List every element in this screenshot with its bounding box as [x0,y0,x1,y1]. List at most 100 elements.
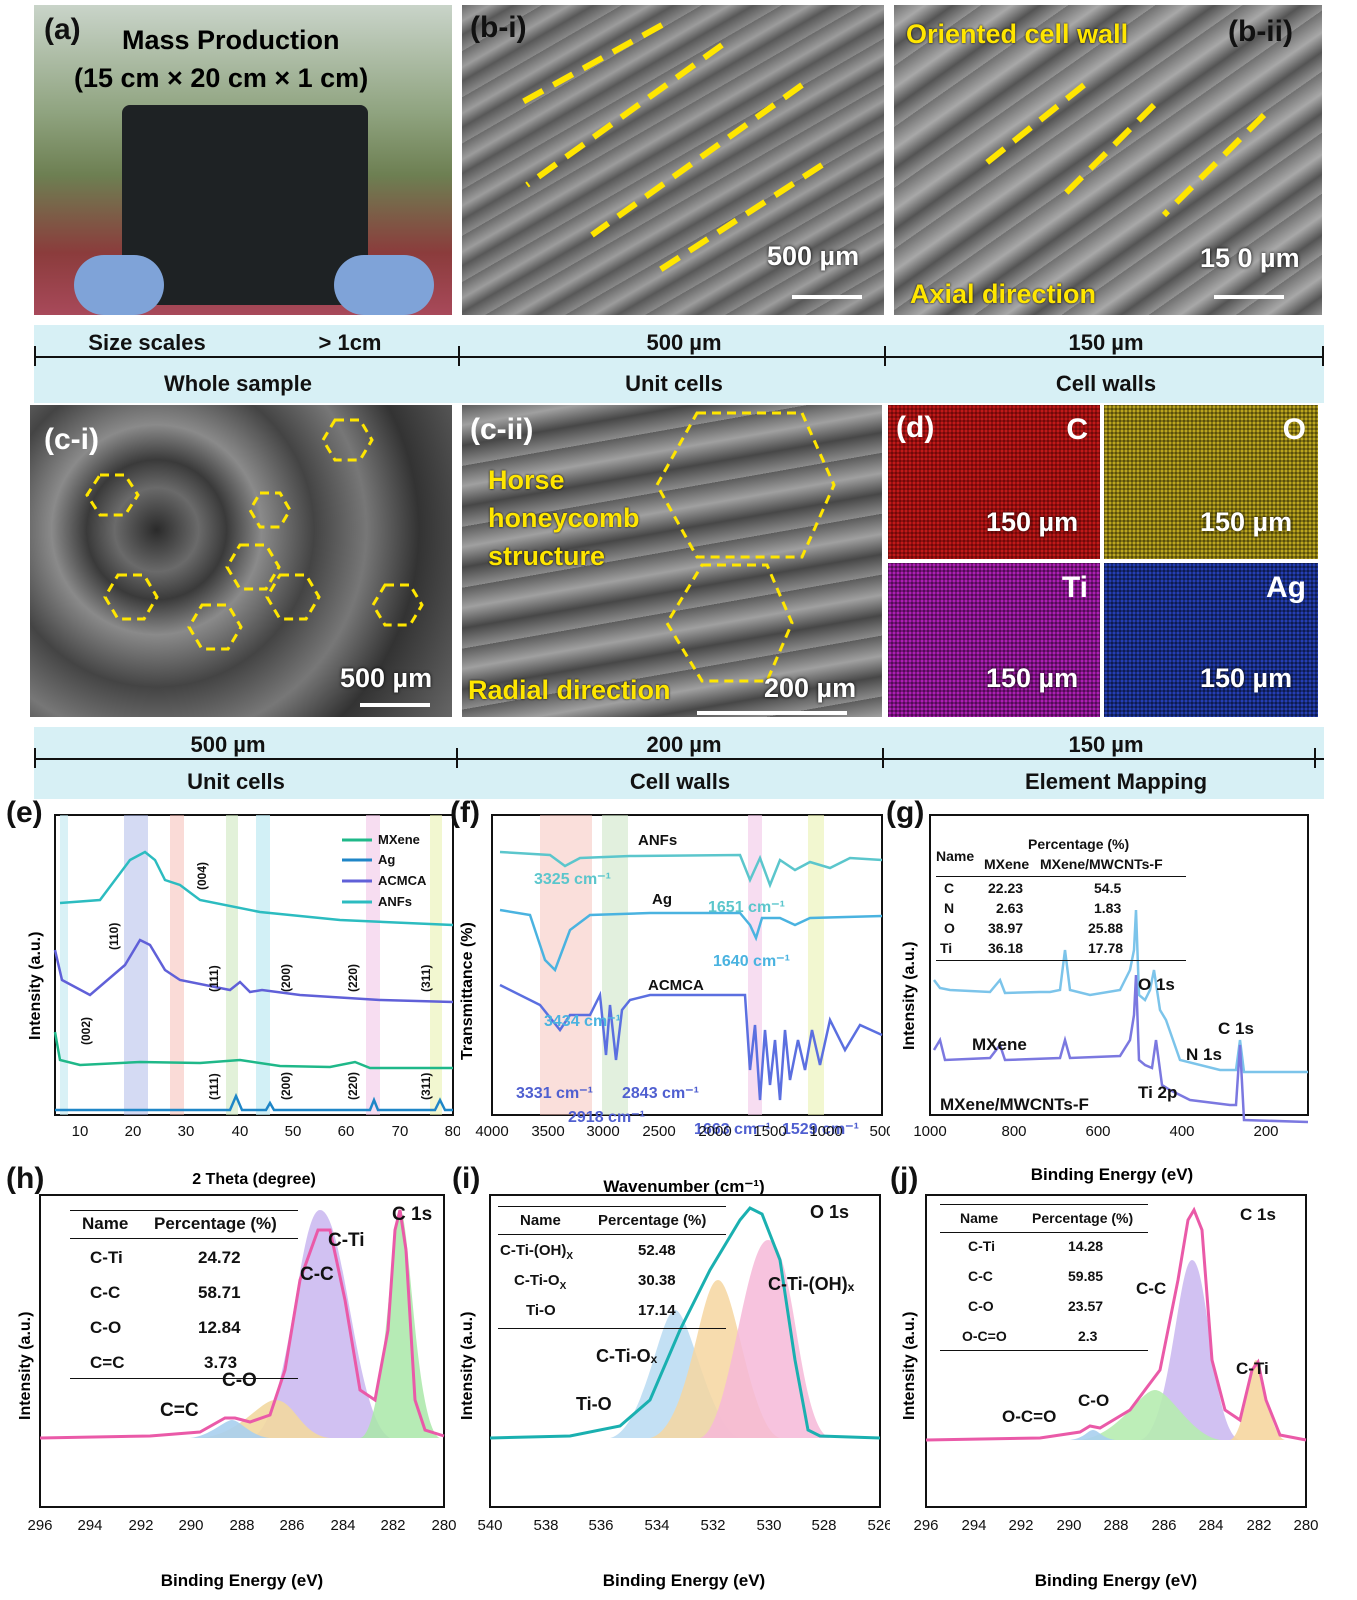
chart-f-band-2 [602,815,628,1115]
chart-f-ann-2918: 2918 cm⁻¹ [568,1109,645,1126]
svg-text:280: 280 [1293,1517,1318,1534]
ruler-1-tick-left [34,346,36,366]
glove-right [334,255,434,315]
chart-e-band-6 [366,815,380,1115]
map-ti-bg [888,563,1100,717]
chart-e-frame [54,814,454,1116]
panel-j-label: (j) [890,1162,919,1195]
chart-g-ann-o1s: O 1s [1138,975,1175,994]
b-ii-scale-bar [1214,295,1284,299]
table-j-r3-val: 2.3 [1078,1328,1098,1344]
b-ii-arrows [982,82,1267,218]
svg-text:50: 50 [285,1123,302,1140]
panel-e-label: (e) [6,796,43,829]
svg-text:200: 200 [1253,1123,1278,1140]
chart-e-legend-mxene: MXene [378,832,420,847]
chart-i-label-ctiohx: C-Ti-(OH)ₓ [768,1274,855,1294]
b-i-arrows [515,22,824,278]
chart-e-band-5 [256,815,270,1115]
chart-e: MXene Ag ACMCA ANFs (004) (110) (111) (2… [27,814,460,1188]
table-h-r0-val: 24.72 [198,1248,241,1267]
panel-a-label: (a) [44,13,81,46]
table-g-col1: MXene [984,856,1030,872]
svg-text:530: 530 [756,1517,781,1534]
chart-i-label-ctiox: C-Ti-Oₓ [596,1346,658,1366]
svg-text:286: 286 [279,1517,304,1534]
chart-h-label-cc: C-C [300,1264,334,1285]
svg-text:540: 540 [477,1517,502,1534]
chart-g-series-mwcnts [932,974,1309,1124]
chart-j-peak-cc [1140,1260,1240,1440]
table-h-rule-bot [70,1378,298,1379]
size-ruler-1 [34,356,1324,358]
chart-e-ann-200b: (200) [279,1072,293,1100]
chart-f-ylabel: Transmittance (%) [459,922,476,1060]
table-i-rule-bot [498,1328,726,1329]
map-ti-element: Ti [1061,571,1088,604]
chart-g-label-mwcnts: MXene/MWCNTs-F [940,1095,1089,1114]
chart-e-ann-220b: (220) [346,1072,360,1100]
chart-f-ann-1640: 1640 cm⁻¹ [713,953,790,970]
chart-j-label-co: C-O [1078,1391,1109,1410]
panel-b-i-label: (b-i) [470,11,527,44]
chart-g-xlabel: Binding Energy (eV) [1031,1165,1193,1184]
svg-text:296: 296 [913,1517,938,1534]
chart-e-ann-220a: (220) [346,964,360,992]
panel-g-label: (g) [886,796,925,829]
table-i-r0-name: C-Ti-(OH)X [500,1242,574,1262]
table-g-bottom-rule [936,960,1186,961]
table-g-row-o-name: O [944,920,955,936]
band2-name-a: Unit cells [187,769,285,794]
table-g-col2: MXene/MWCNTs-F [1040,856,1163,872]
table-i-r0-val: 52.48 [638,1242,676,1259]
chart-g-label-mxene: MXene [972,1035,1027,1054]
b-i-scale-text: 500 µm [767,241,860,271]
svg-text:526: 526 [867,1517,890,1534]
chart-e-legend-ag: Ag [378,852,395,867]
chart-j-label-oco: O-C=O [1002,1407,1056,1426]
table-j-r0-name: C-Ti [968,1238,995,1254]
chart-f-ann-3325: 3325 cm⁻¹ [534,871,611,888]
chart-e-band-4 [226,815,238,1115]
svg-text:284: 284 [1198,1517,1223,1534]
chart-h-label-co: C-O [222,1370,257,1391]
map-o-scale: 150 µm [1200,507,1293,537]
chart-e-ann-311b: (311) [419,1073,433,1100]
map-ag: Ag 150 µm [1104,563,1318,717]
chart-j-label-cti: C-Ti [1236,1359,1269,1378]
panel-c-ii-label: (c-ii) [470,413,534,446]
chart-j-xticks: 296 294 292 290 288 286 284 282 280 [913,1517,1318,1534]
sem-c-i: (c-i) 500 µm [30,405,452,717]
chart-j-label-cc: C-C [1136,1279,1166,1298]
table-h-r1-name: C-C [90,1283,121,1302]
map-ti-scale: 150 µm [986,663,1079,693]
band2-name-b: Cell walls [629,769,731,794]
chart-h-title: C 1s [392,1204,432,1225]
band1-scale-b: 500 µm [646,330,722,355]
glove-left [74,255,164,315]
chart-j-xlabel: Binding Energy (eV) [1035,1571,1197,1590]
ruler-2-tick-right [1314,748,1316,768]
ruler-1-tick-mid1 [458,346,460,366]
chart-j-envelope [925,1206,1307,1442]
chart-e-legend-anfs: ANFs [378,894,412,909]
chart-f-band-4 [808,815,824,1115]
chart-i-label-tio: Ti-O [576,1394,612,1414]
b-i-scale-bar [792,295,862,299]
chart-h-frame [39,1194,445,1508]
band1-scale-c: 150 µm [1068,330,1144,355]
chart-i-frame [489,1194,881,1508]
chart-g-xticks: 1000 800 600 400 200 [913,1123,1278,1140]
chart-e-series-ag [55,1092,453,1112]
table-j-col1: Percentage (%) [1032,1210,1134,1226]
chart-j-peak-co [1080,1390,1220,1440]
chart-h-envelope [39,1209,445,1440]
c-ii-hexagons [655,411,836,683]
band1-size-scales: Size scales [88,330,206,355]
table-g-row-ti-v2: 17.78 [1088,940,1124,956]
chart-j-frame [925,1194,1307,1508]
chart-e-series-anfs [59,850,454,927]
chart-e-ann-311a: (311) [419,965,433,992]
ruler-1-tick-right [1322,346,1324,366]
svg-text:538: 538 [533,1517,558,1534]
